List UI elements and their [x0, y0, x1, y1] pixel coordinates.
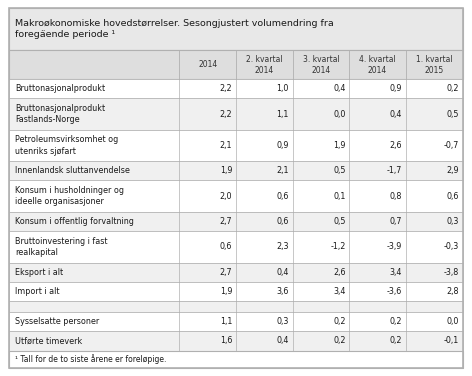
Text: 0,4: 0,4 [390, 109, 402, 118]
Text: 0,4: 0,4 [333, 84, 346, 93]
Bar [9, 263, 463, 282]
Bar [9, 312, 463, 331]
Text: -3,9: -3,9 [387, 243, 402, 252]
Text: ¹ Tall for de to siste årene er foreløpige.: ¹ Tall for de to siste årene er foreløpi… [15, 355, 167, 364]
Text: 0,9: 0,9 [277, 141, 289, 150]
Text: 2,3: 2,3 [277, 243, 289, 252]
Bar [9, 79, 463, 98]
Bar [9, 331, 463, 350]
Text: 2,2: 2,2 [219, 109, 232, 118]
Text: 0,1: 0,1 [333, 192, 346, 201]
Text: 0,2: 0,2 [333, 317, 346, 326]
Text: Konsum i offentlig forvaltning: Konsum i offentlig forvaltning [15, 217, 134, 226]
Text: 0,7: 0,7 [390, 217, 402, 226]
Text: Import i alt: Import i alt [15, 287, 59, 296]
Text: 1,1: 1,1 [220, 317, 232, 326]
Text: 2,2: 2,2 [219, 84, 232, 93]
Text: 2,0: 2,0 [220, 192, 232, 201]
Text: 2,6: 2,6 [333, 268, 346, 277]
Text: Bruttonasjonalprodukt: Bruttonasjonalprodukt [15, 84, 105, 93]
Text: 3. kvartal
2014: 3. kvartal 2014 [303, 55, 339, 75]
Text: Utførte timeverk: Utførte timeverk [15, 337, 82, 346]
Bar [9, 231, 463, 263]
Text: 1,0: 1,0 [277, 84, 289, 93]
Text: 0,2: 0,2 [333, 337, 346, 346]
Text: 2,6: 2,6 [390, 141, 402, 150]
Text: 0,5: 0,5 [447, 109, 459, 118]
Text: 4. kvartal
2014: 4. kvartal 2014 [359, 55, 396, 75]
Text: 0,3: 0,3 [447, 217, 459, 226]
Text: 3,6: 3,6 [277, 287, 289, 296]
Text: 0,2: 0,2 [390, 317, 402, 326]
Bar [9, 50, 463, 79]
Text: 0,2: 0,2 [447, 84, 459, 93]
Text: 0,3: 0,3 [277, 317, 289, 326]
Bar [9, 301, 463, 312]
Text: 0,5: 0,5 [333, 166, 346, 175]
Text: 1,1: 1,1 [277, 109, 289, 118]
Text: 3,4: 3,4 [390, 268, 402, 277]
Text: Innenlandsk sluttanvendelse: Innenlandsk sluttanvendelse [15, 166, 130, 175]
Text: Sysselsatte personer: Sysselsatte personer [15, 317, 99, 326]
Text: 0,9: 0,9 [390, 84, 402, 93]
Text: 0,4: 0,4 [277, 337, 289, 346]
Text: 2,8: 2,8 [447, 287, 459, 296]
Text: 0,8: 0,8 [390, 192, 402, 201]
Text: Eksport i alt: Eksport i alt [15, 268, 63, 277]
Text: -3,6: -3,6 [387, 287, 402, 296]
Text: 0,6: 0,6 [220, 243, 232, 252]
Text: 1,9: 1,9 [220, 287, 232, 296]
Text: 0,6: 0,6 [277, 217, 289, 226]
Text: 0,6: 0,6 [447, 192, 459, 201]
Bar [9, 282, 463, 301]
Text: Petroleumsvirksomhet og
utenriks sjøfart: Petroleumsvirksomhet og utenriks sjøfart [15, 135, 118, 156]
Bar [9, 350, 463, 368]
Text: 0,0: 0,0 [447, 317, 459, 326]
Text: -1,2: -1,2 [330, 243, 346, 252]
Bar [9, 180, 463, 212]
Text: 2,7: 2,7 [219, 217, 232, 226]
Text: 2,7: 2,7 [219, 268, 232, 277]
Text: 0,6: 0,6 [277, 192, 289, 201]
Text: -1,7: -1,7 [387, 166, 402, 175]
Bar [9, 130, 463, 161]
Bar [9, 161, 463, 180]
Text: 2,1: 2,1 [220, 141, 232, 150]
Text: Makroøkonomiske hovedstørrelser. Sesongjustert volumendring fra
foregäende peri: Makroøkonomiske hovedstørrelser. Sesongj… [15, 18, 334, 39]
Text: 2. kvartal
2014: 2. kvartal 2014 [246, 55, 283, 75]
Text: 1,6: 1,6 [220, 337, 232, 346]
Text: 1,9: 1,9 [220, 166, 232, 175]
Text: 1,9: 1,9 [333, 141, 346, 150]
Text: 2,9: 2,9 [446, 166, 459, 175]
Text: 2,1: 2,1 [277, 166, 289, 175]
Bar [9, 98, 463, 130]
Text: -0,3: -0,3 [444, 243, 459, 252]
Text: 0,4: 0,4 [277, 268, 289, 277]
Text: 2014: 2014 [198, 60, 217, 69]
Text: 0,5: 0,5 [333, 217, 346, 226]
Bar [9, 212, 463, 231]
Text: Bruttonasjonalprodukt
Fastlands-Norge: Bruttonasjonalprodukt Fastlands-Norge [15, 104, 105, 124]
Text: 1. kvartal
2015: 1. kvartal 2015 [416, 55, 453, 75]
Text: -3,8: -3,8 [444, 268, 459, 277]
Text: -0,1: -0,1 [444, 337, 459, 346]
Text: Konsum i husholdninger og
ideelle organisasjoner: Konsum i husholdninger og ideelle organi… [15, 186, 124, 206]
Text: -0,7: -0,7 [443, 141, 459, 150]
Text: 0,0: 0,0 [333, 109, 346, 118]
Text: Bruttoinvestering i fast
realkapital: Bruttoinvestering i fast realkapital [15, 237, 108, 257]
Text: 0,2: 0,2 [390, 337, 402, 346]
Text: 3,4: 3,4 [333, 287, 346, 296]
